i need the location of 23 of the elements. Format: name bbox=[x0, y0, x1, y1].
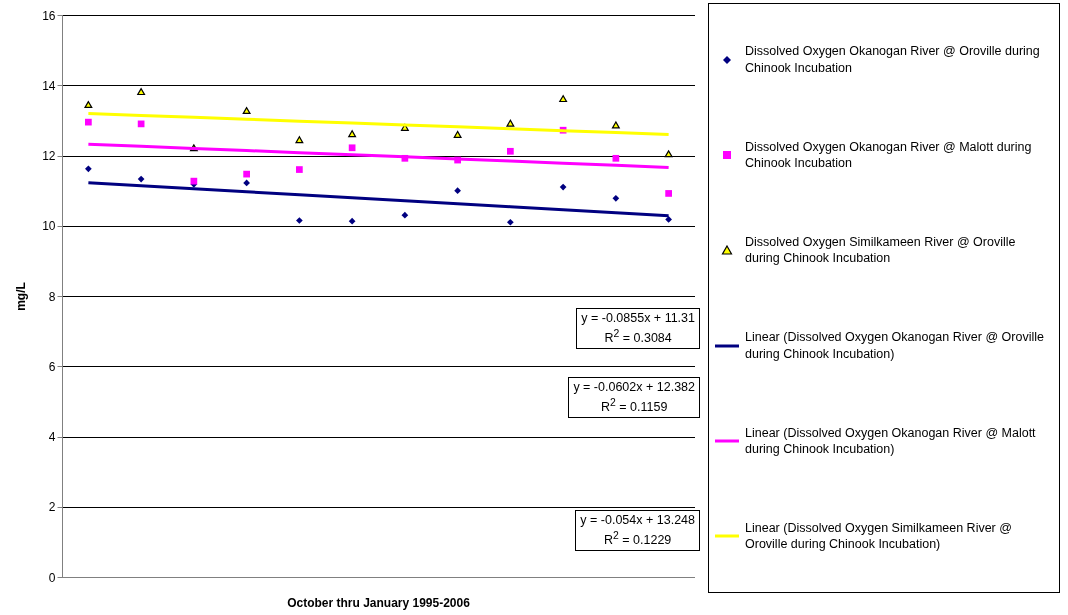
legend-label: Linear (Dissolved Oxygen Similkameen River @ Oroville during Chinook Incubation) bbox=[745, 520, 1013, 553]
annotation: R$^{2}$ = 0.3084 bbox=[603, 326, 673, 347]
y-tick-label: 6 bbox=[48, 359, 56, 374]
y-tick-label: 12 bbox=[42, 149, 56, 163]
annotation: R$^{2}$ = 0.1229 bbox=[603, 528, 673, 549]
legend-label: Linear (Dissolved Oxygen Okanogan River @ Oroville during Chinook Incubation) bbox=[745, 329, 1045, 362]
legend-label: Linear (Dissolved Oxygen Okanogan River @ Malott during Chinook Incubation) bbox=[745, 424, 1037, 458]
y-tick-label: 14 bbox=[42, 78, 56, 93]
annotation: y = -0.0855x + 11.31 bbox=[581, 310, 695, 327]
annotation: R$^{2}$ = 0.1159 bbox=[600, 395, 669, 416]
y-tick-label: 16 bbox=[42, 8, 56, 23]
y-tick-label: 10 bbox=[42, 219, 56, 234]
x-axis-title: October thru January 1995-2006 bbox=[287, 596, 471, 610]
annotation: y = -0.054x + 13.248 bbox=[580, 512, 695, 529]
legend-label: Dissolved Oxygen Okanogan River @ Oroville during Chinook Incubation bbox=[745, 43, 1041, 76]
y-axis-title: mg/L bbox=[14, 282, 29, 311]
y-tick-label: 4 bbox=[48, 430, 56, 444]
y-tick-label: 8 bbox=[48, 289, 56, 304]
y-tick-label: 2 bbox=[48, 500, 56, 515]
y-tick-label: 0 bbox=[48, 570, 56, 585]
legend-label: Dissolved Oxygen Similkameen River @ Oroville during Chinook Incubation bbox=[745, 234, 1017, 267]
annotation: y = -0.0602x + 12.382 bbox=[573, 379, 695, 396]
legend-label: Dissolved Oxygen Okanogan River @ Malott during Chinook Incubation bbox=[745, 138, 1033, 172]
